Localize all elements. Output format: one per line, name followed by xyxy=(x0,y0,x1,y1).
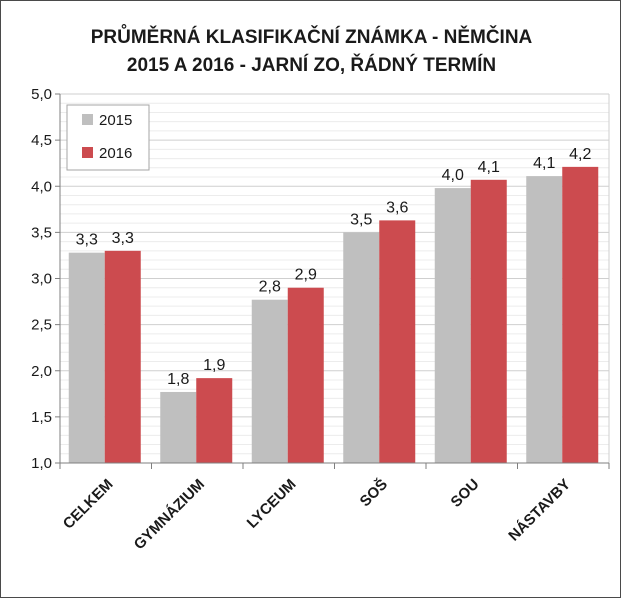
bar-2016-2 xyxy=(287,287,324,463)
y-tick-label: 3,0 xyxy=(31,271,52,288)
bar-2016-0 xyxy=(104,250,141,463)
data-label-2015-0: 3,3 xyxy=(76,232,98,249)
bar-2015-5 xyxy=(526,176,563,464)
y-tick-label: 2,0 xyxy=(31,363,52,380)
bars xyxy=(68,166,599,464)
bar-2015-1 xyxy=(160,391,197,463)
chart-title: PRŮMĚRNÁ KLASIFIKAČNÍ ZNÁMKA - NĚMČINA xyxy=(90,27,533,48)
bar-2016-3 xyxy=(379,220,416,463)
bar-2015-3 xyxy=(343,232,380,463)
legend-label-2016: 2016 xyxy=(99,145,132,162)
x-tick-label-0: CELKEM xyxy=(60,476,117,533)
bar-2015-0 xyxy=(68,252,105,463)
data-labels: 3,3 1,8 2,8 3,5 4,0 4,1 3,3 1,9 2,9 3,6 4,1 4,2 xyxy=(76,146,592,388)
legend-box xyxy=(66,104,150,171)
x-axis: CELKEM GYMNÁZIUM LYCEUM SOŠ SOU NÁSTAVBY xyxy=(59,462,610,553)
y-axis: 1,0 1,5 2,0 2,5 3,0 3,5 4,0 4,5 5,0 xyxy=(31,86,61,472)
data-label-2016-4: 4,1 xyxy=(478,159,500,176)
data-label-2015-4: 4,0 xyxy=(442,167,464,184)
x-tick-label-4: SOU xyxy=(448,476,483,511)
x-tick-label-1: GYMNÁZIUM xyxy=(131,476,208,553)
legend-swatch-2015 xyxy=(82,114,93,125)
y-tick-label: 1,5 xyxy=(31,409,52,426)
bar-2016-5 xyxy=(562,166,599,463)
data-label-2015-3: 3,5 xyxy=(350,211,372,228)
legend-label-2015: 2015 xyxy=(99,112,132,129)
bar-2015-2 xyxy=(251,299,288,463)
data-label-2016-1: 1,9 xyxy=(203,357,225,374)
gridlines xyxy=(60,93,610,464)
y-tick-label: 5,0 xyxy=(31,86,52,103)
data-label-2016-0: 3,3 xyxy=(112,230,134,247)
y-tick-label: 4,0 xyxy=(31,178,52,195)
chart-subtitle: 2015 A 2016 - JARNÍ ZO, ŘÁDNÝ TERMÍN xyxy=(126,55,497,76)
y-tick-label: 3,5 xyxy=(31,224,52,241)
bar-2015-4 xyxy=(434,188,471,463)
data-label-2015-5: 4,1 xyxy=(533,155,555,172)
y-tick-label: 2,5 xyxy=(31,317,52,334)
data-label-2016-3: 3,6 xyxy=(386,199,408,216)
y-tick-label: 4,5 xyxy=(31,132,52,149)
data-label-2016-5: 4,2 xyxy=(569,146,591,163)
y-tick-label: 1,0 xyxy=(31,455,52,472)
data-label-2015-2: 2,8 xyxy=(259,279,281,296)
bar-2016-1 xyxy=(196,378,233,463)
x-tick-label-3: SOŠ xyxy=(356,475,391,510)
data-label-2015-1: 1,8 xyxy=(167,371,189,388)
legend-swatch-2016 xyxy=(82,147,93,158)
x-tick-label-2: LYCEUM xyxy=(244,476,300,532)
bar-2016-4 xyxy=(470,179,507,464)
x-tick-label-5: NÁSTAVBY xyxy=(505,476,574,545)
legend: 2015 2016 xyxy=(66,104,150,171)
data-label-2016-2: 2,9 xyxy=(295,267,317,284)
